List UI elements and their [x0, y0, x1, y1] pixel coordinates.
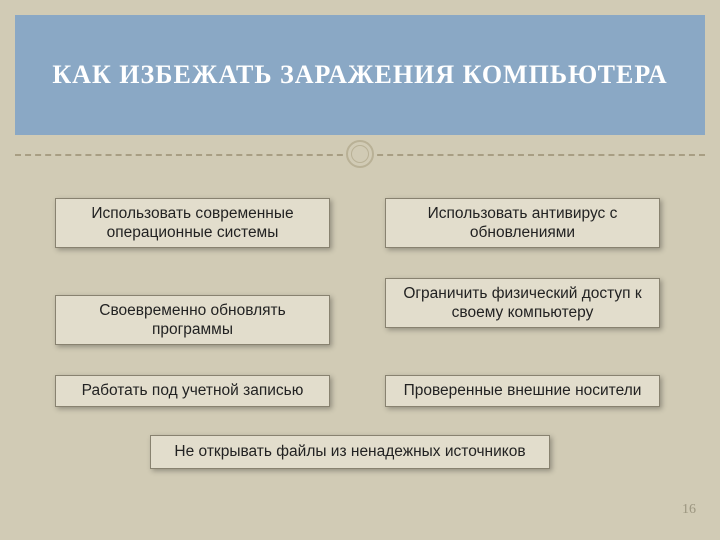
slide-title: КАК ИЗБЕЖАТЬ ЗАРАЖЕНИЯ КОМПЬЮТЕРА: [52, 58, 667, 92]
page-number: 16: [682, 502, 696, 518]
box-user-account: Работать под учетной записью: [55, 375, 330, 407]
box-antivirus: Использовать антивирус с обновлениями: [385, 198, 660, 248]
header-banner: КАК ИЗБЕЖАТЬ ЗАРАЖЕНИЯ КОМПЬЮТЕРА: [15, 15, 705, 135]
box-untrusted-files: Не открывать файлы из ненадежных источни…: [150, 435, 550, 469]
box-update-software: Своевременно обновлять программы: [55, 295, 330, 345]
circle-decoration-icon: [346, 140, 374, 168]
box-limit-access: Ограничить физический доступ к своему ко…: [385, 278, 660, 328]
box-modern-os: Использовать современные операционные си…: [55, 198, 330, 248]
slide: КАК ИЗБЕЖАТЬ ЗАРАЖЕНИЯ КОМПЬЮТЕРА Исполь…: [0, 0, 720, 540]
box-verified-media: Проверенные внешние носители: [385, 375, 660, 407]
